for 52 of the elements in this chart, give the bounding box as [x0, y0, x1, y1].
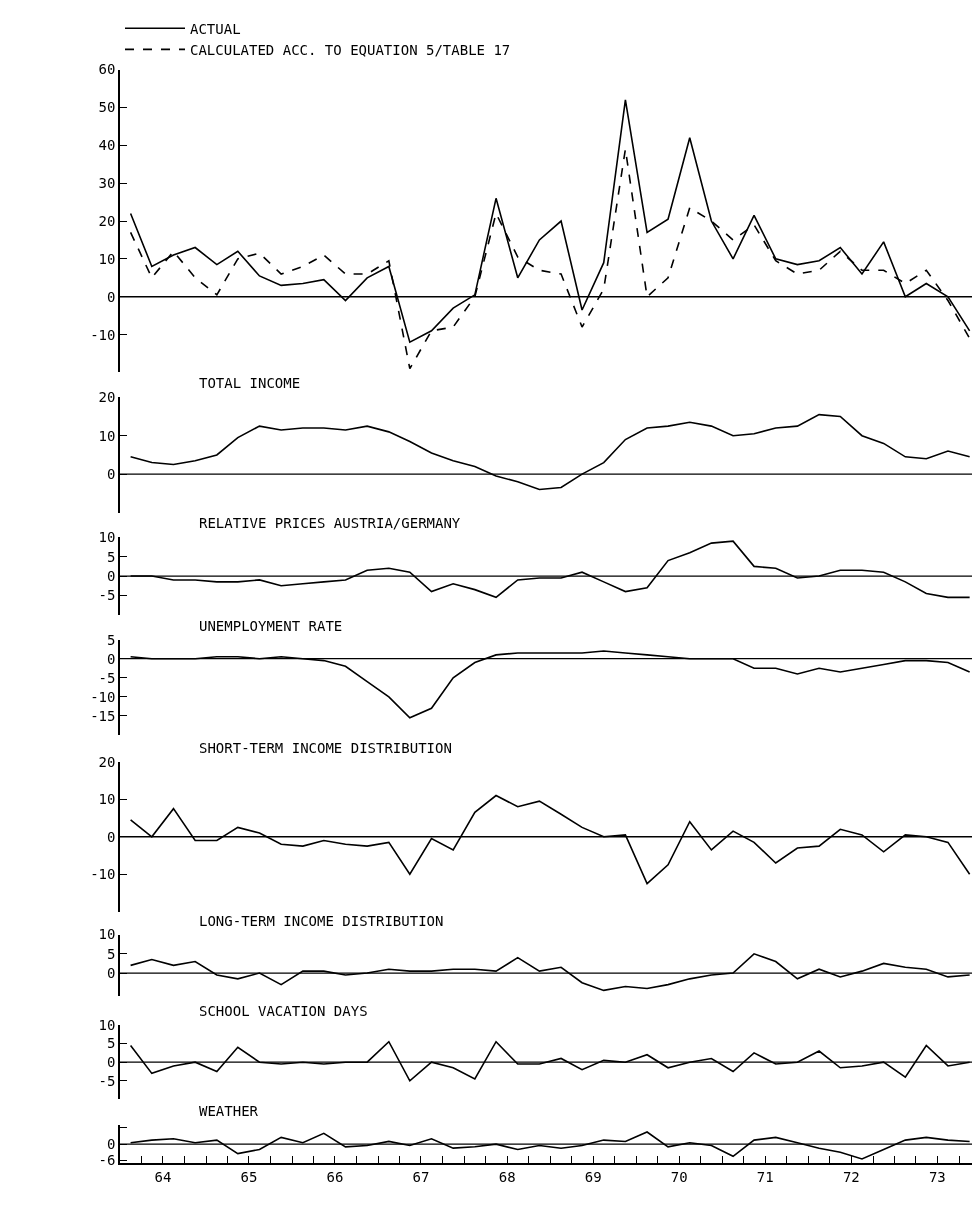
x-tick-label: 67 [412, 1168, 430, 1185]
chart-title: SHORT-TERM INCOME DISTRIBUTION [199, 740, 452, 756]
chart-title: SCHOOL VACATION DAYS [199, 1003, 368, 1019]
legend-label: ACTUAL [190, 20, 241, 37]
y-tick-label: 5 [107, 631, 116, 648]
y-tick-label: 10 [98, 427, 116, 444]
y-tick-label: 0 [107, 650, 116, 667]
y-tick-label: -15 [90, 707, 116, 724]
y-tick-label: 10 [98, 926, 116, 943]
y-tick-label: 5 [107, 1035, 116, 1052]
chart-title: LONG-TERM INCOME DISTRIBUTION [199, 913, 444, 929]
chart-title: RELATIVE PRICES AUSTRIA/GERMANY [199, 515, 461, 531]
y-tick-label: 0 [107, 288, 116, 305]
chart-title: TOTAL INCOME [199, 375, 301, 391]
x-tick-label: 68 [498, 1168, 516, 1185]
y-tick-label: 10 [98, 1016, 116, 1033]
y-tick-label: -10 [90, 866, 116, 883]
y-tick-label: 5 [107, 548, 116, 565]
y-tick-label: 10 [98, 529, 116, 546]
y-tick-label: -5 [98, 669, 116, 686]
x-tick-label: 64 [154, 1168, 172, 1185]
chart-title: WEATHER [199, 1103, 259, 1119]
y-tick-label: 20 [98, 212, 116, 229]
y-tick-label: -6 [98, 1152, 116, 1169]
y-tick-label: 0 [107, 466, 116, 482]
y-tick-label: 0 [107, 964, 116, 981]
y-tick-label: -5 [98, 1072, 116, 1089]
y-tick-label: -10 [90, 688, 116, 705]
y-tick-label: 0 [107, 828, 116, 845]
x-tick-label: 70 [670, 1168, 688, 1185]
y-tick-label: 50 [98, 99, 116, 116]
y-tick-label: 5 [107, 945, 116, 962]
legend-label: CALCULATED ACC. TO EQUATION 5/TABLE 17 [190, 41, 511, 58]
y-tick-label: 30 [98, 175, 116, 192]
y-tick-label: -5 [98, 587, 116, 604]
chart-title: UNEMPLOYMENT RATE [199, 618, 343, 634]
x-tick-label: 65 [240, 1168, 258, 1185]
y-tick-label: 10 [98, 791, 116, 808]
y-tick-label: 0 [107, 1054, 116, 1071]
x-tick-label: 69 [584, 1168, 602, 1185]
y-tick-label: 20 [98, 389, 116, 406]
y-tick-label: 10 [98, 250, 116, 267]
y-tick-label: 20 [98, 753, 116, 770]
y-tick-label: -10 [90, 326, 116, 343]
y-tick-label: 0 [107, 1136, 116, 1153]
x-tick-label: 71 [756, 1168, 774, 1185]
x-tick-label: 72 [842, 1168, 860, 1185]
x-tick-label: 73 [928, 1168, 946, 1185]
y-tick-label: 0 [107, 567, 116, 584]
y-tick-label: 60 [98, 61, 116, 78]
y-tick-label: 40 [98, 137, 116, 154]
x-tick-label: 66 [326, 1168, 344, 1185]
